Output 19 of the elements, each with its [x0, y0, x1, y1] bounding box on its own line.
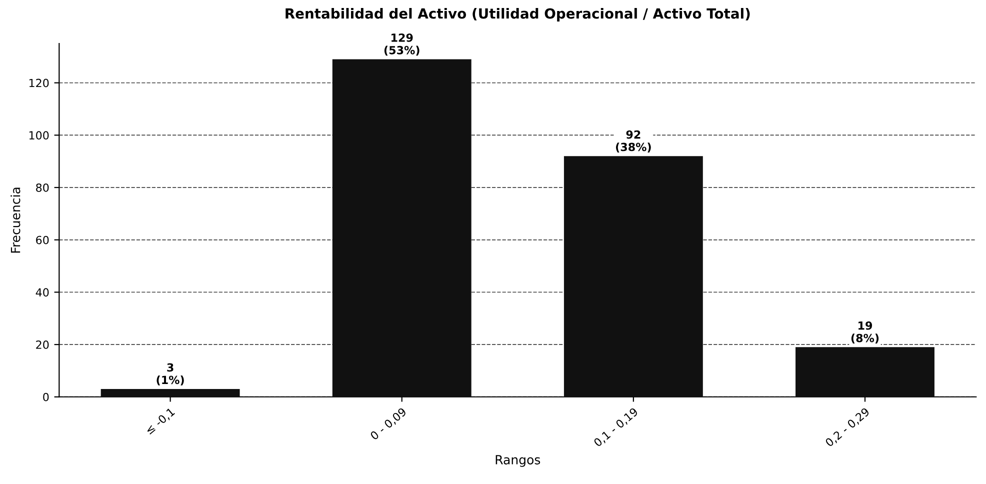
bar: [332, 59, 472, 397]
bar: [100, 389, 240, 397]
y-tick-label: 100: [29, 131, 49, 140]
data-label: 92 (38%): [616, 130, 651, 152]
bar: [796, 347, 934, 397]
y-tick-label: 120: [29, 78, 49, 88]
y-tick-label: 60: [36, 236, 49, 244]
y-tick-label: 80: [36, 183, 49, 192]
y-axis-title: Frecuencia: [10, 188, 20, 253]
data-label: 129 (53%): [384, 33, 420, 56]
bar: [564, 156, 703, 397]
x-tick-label: ≤ -0,1: [144, 407, 176, 436]
data-label: 19 (8%): [851, 321, 879, 344]
data-label: 3 (1%): [156, 363, 184, 386]
y-tick-label: 20: [36, 340, 49, 349]
y-tick-label: 40: [36, 288, 49, 297]
y-tick-label: 0: [43, 392, 49, 402]
chart-title: Rentabilidad del Activo (Utilidad Operacional / Activo Total): [286, 8, 750, 22]
x-axis-title: Rangos: [496, 455, 540, 467]
